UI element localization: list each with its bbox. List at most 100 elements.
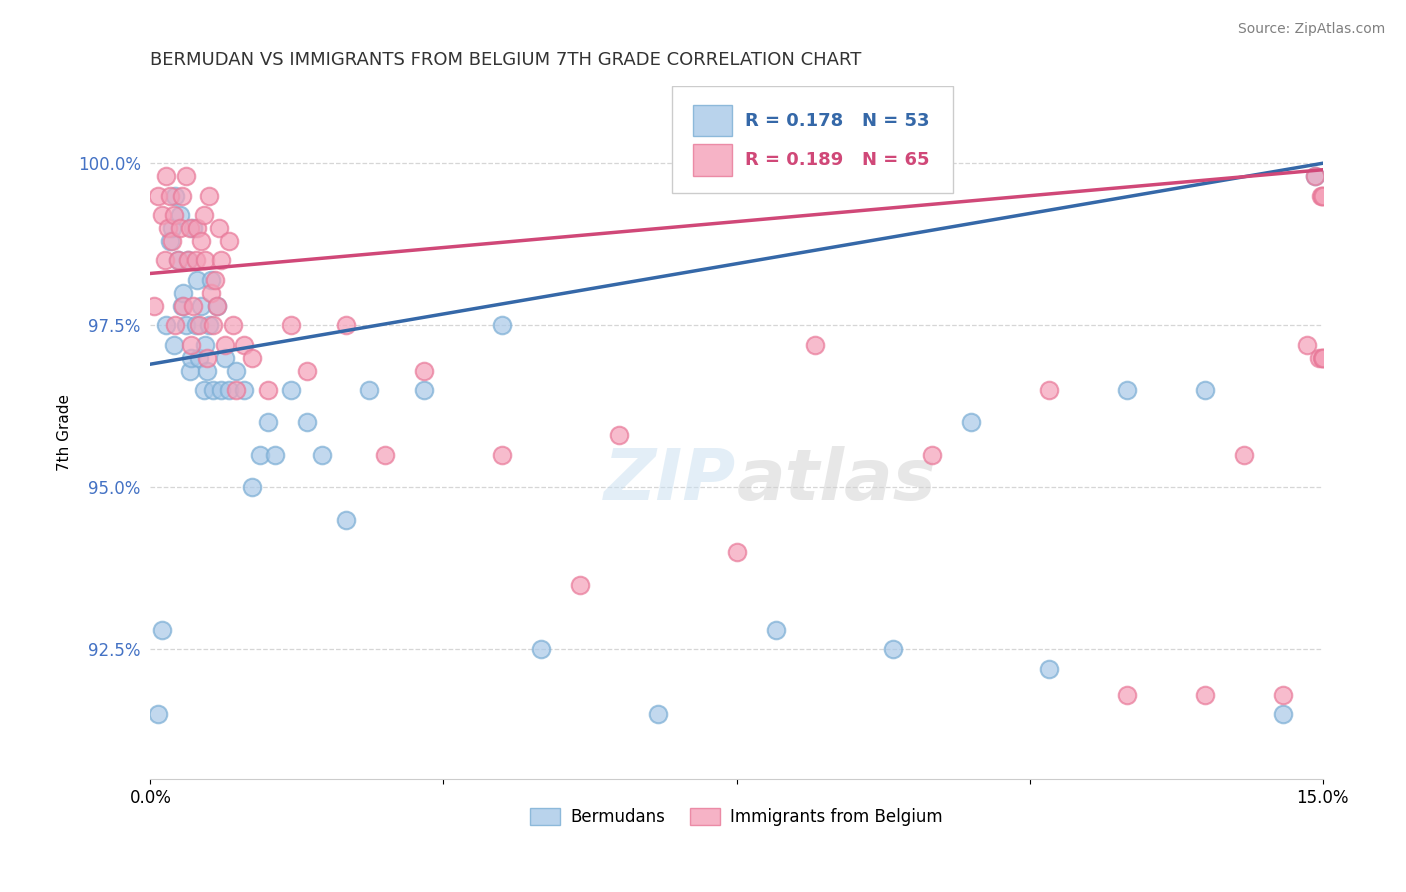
- Y-axis label: 7th Grade: 7th Grade: [58, 393, 72, 471]
- Point: [205, 299, 228, 313]
- Point: [1303, 169, 1326, 184]
- Point: [295, 416, 318, 430]
- Point: [172, 299, 194, 313]
- FancyBboxPatch shape: [672, 86, 953, 193]
- Point: [166, 253, 188, 268]
- Point: [170, 299, 193, 313]
- Point: [162, 221, 184, 235]
- Point: [413, 383, 436, 397]
- Legend: Bermudans, Immigrants from Belgium: Bermudans, Immigrants from Belgium: [523, 802, 949, 833]
- Point: [725, 545, 748, 559]
- Point: [218, 383, 240, 397]
- Point: [1303, 169, 1326, 184]
- Point: [280, 383, 302, 397]
- Point: [198, 188, 221, 202]
- Point: [233, 337, 256, 351]
- FancyBboxPatch shape: [693, 105, 733, 136]
- Point: [1116, 383, 1139, 397]
- Point: [209, 253, 232, 268]
- Point: [1312, 351, 1334, 365]
- Point: [169, 221, 191, 235]
- Point: [1310, 351, 1333, 365]
- Point: [1272, 688, 1295, 702]
- Point: [214, 351, 236, 365]
- Text: BERMUDAN VS IMMIGRANTS FROM BELGIUM 7TH GRADE CORRELATION CHART: BERMUDAN VS IMMIGRANTS FROM BELGIUM 7TH …: [150, 51, 862, 69]
- Point: [359, 383, 381, 397]
- Point: [184, 318, 207, 333]
- Point: [233, 383, 256, 397]
- Point: [174, 169, 197, 184]
- Point: [183, 299, 205, 313]
- Point: [180, 351, 202, 365]
- Point: [1194, 383, 1216, 397]
- Point: [143, 299, 166, 313]
- Point: [153, 253, 176, 268]
- Text: atlas: atlas: [737, 446, 936, 516]
- Point: [159, 234, 181, 248]
- Point: [1312, 188, 1334, 202]
- Point: [177, 253, 200, 268]
- Point: [530, 642, 553, 657]
- Point: [163, 208, 186, 222]
- Point: [165, 188, 187, 202]
- Point: [335, 513, 357, 527]
- Text: R = 0.189   N = 65: R = 0.189 N = 65: [745, 151, 929, 169]
- Point: [200, 273, 222, 287]
- Point: [225, 383, 247, 397]
- Point: [200, 285, 222, 300]
- Point: [190, 234, 212, 248]
- Point: [214, 337, 236, 351]
- Point: [155, 318, 177, 333]
- Point: [765, 623, 787, 637]
- Point: [647, 707, 669, 722]
- Point: [174, 318, 197, 333]
- Point: [1312, 351, 1334, 365]
- Point: [190, 299, 212, 313]
- Point: [225, 364, 247, 378]
- Point: [803, 337, 825, 351]
- Point: [193, 208, 215, 222]
- Point: [335, 318, 357, 333]
- Point: [1310, 188, 1333, 202]
- Point: [194, 337, 217, 351]
- Point: [177, 253, 200, 268]
- FancyBboxPatch shape: [693, 145, 733, 176]
- Point: [264, 448, 287, 462]
- Point: [209, 383, 232, 397]
- Point: [186, 221, 208, 235]
- Point: [150, 623, 173, 637]
- Point: [280, 318, 302, 333]
- Point: [150, 208, 173, 222]
- Point: [165, 318, 187, 333]
- Point: [163, 337, 186, 351]
- Point: [159, 188, 181, 202]
- Point: [155, 169, 177, 184]
- Point: [183, 221, 205, 235]
- Point: [187, 351, 209, 365]
- Point: [607, 428, 630, 442]
- Text: ZIP: ZIP: [605, 446, 737, 516]
- Point: [413, 364, 436, 378]
- Point: [1116, 688, 1139, 702]
- Point: [1038, 383, 1060, 397]
- Point: [198, 318, 221, 333]
- Point: [221, 318, 243, 333]
- Point: [569, 577, 592, 591]
- Point: [201, 318, 224, 333]
- Point: [204, 273, 226, 287]
- Point: [156, 221, 179, 235]
- Text: Source: ZipAtlas.com: Source: ZipAtlas.com: [1237, 22, 1385, 37]
- Point: [960, 416, 983, 430]
- Point: [170, 188, 193, 202]
- Point: [205, 299, 228, 313]
- Point: [179, 364, 201, 378]
- Point: [240, 480, 263, 494]
- Point: [179, 221, 201, 235]
- Point: [491, 448, 513, 462]
- Point: [1038, 662, 1060, 676]
- Point: [148, 188, 170, 202]
- Point: [491, 318, 513, 333]
- Point: [187, 318, 209, 333]
- Point: [169, 208, 191, 222]
- Point: [882, 642, 904, 657]
